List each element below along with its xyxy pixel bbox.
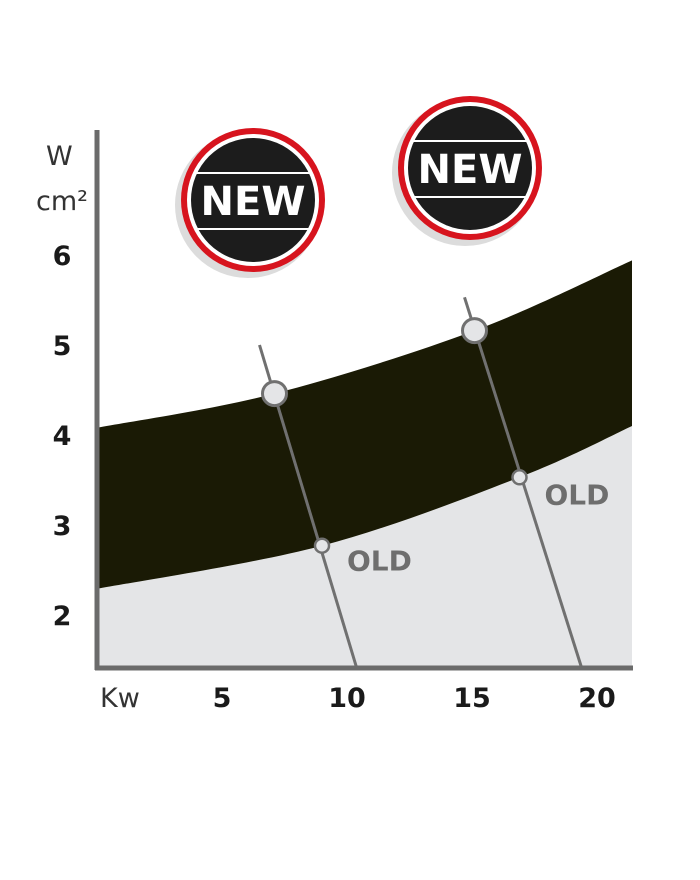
- x-tick-label: 10: [328, 683, 366, 714]
- y-tick-label: 3: [53, 511, 72, 542]
- axes: W cm² Kw: [36, 130, 633, 714]
- x-tick-label: 5: [213, 683, 232, 714]
- lower-area: [97, 426, 632, 669]
- old-label: OLD: [347, 545, 412, 578]
- y-axis-label-cm2: cm²: [36, 186, 88, 217]
- new-badge: NEW: [392, 96, 542, 246]
- y-tick-label: 5: [53, 331, 72, 362]
- chart-lines: OLD OLD: [258, 296, 610, 670]
- new-band: [97, 260, 632, 589]
- x-axis-label: Kw: [100, 683, 140, 714]
- badge-disc: [191, 138, 315, 262]
- x-tick-label: 15: [453, 683, 491, 714]
- chart-areas: [97, 260, 632, 669]
- badge-text: NEW: [201, 179, 306, 225]
- x-tick-label: 20: [578, 683, 616, 714]
- badges: NEW NEW: [175, 96, 542, 278]
- new-point-marker: [461, 317, 488, 345]
- y-tick-label: 6: [53, 241, 72, 272]
- new-badge: NEW: [175, 128, 325, 278]
- y-tick-label: 2: [53, 601, 72, 632]
- new-point-marker: [261, 380, 288, 408]
- y-axis-label-w: W: [46, 141, 73, 172]
- badge-text: NEW: [418, 147, 523, 193]
- y-tick-label: 4: [53, 421, 72, 452]
- old-point-marker: [511, 469, 528, 486]
- old-label: OLD: [545, 478, 610, 511]
- tick-labels: 2 3 4 5 6 5 10 15 20: [53, 241, 616, 714]
- badge-disc: [408, 106, 532, 230]
- old-point-marker: [313, 537, 331, 554]
